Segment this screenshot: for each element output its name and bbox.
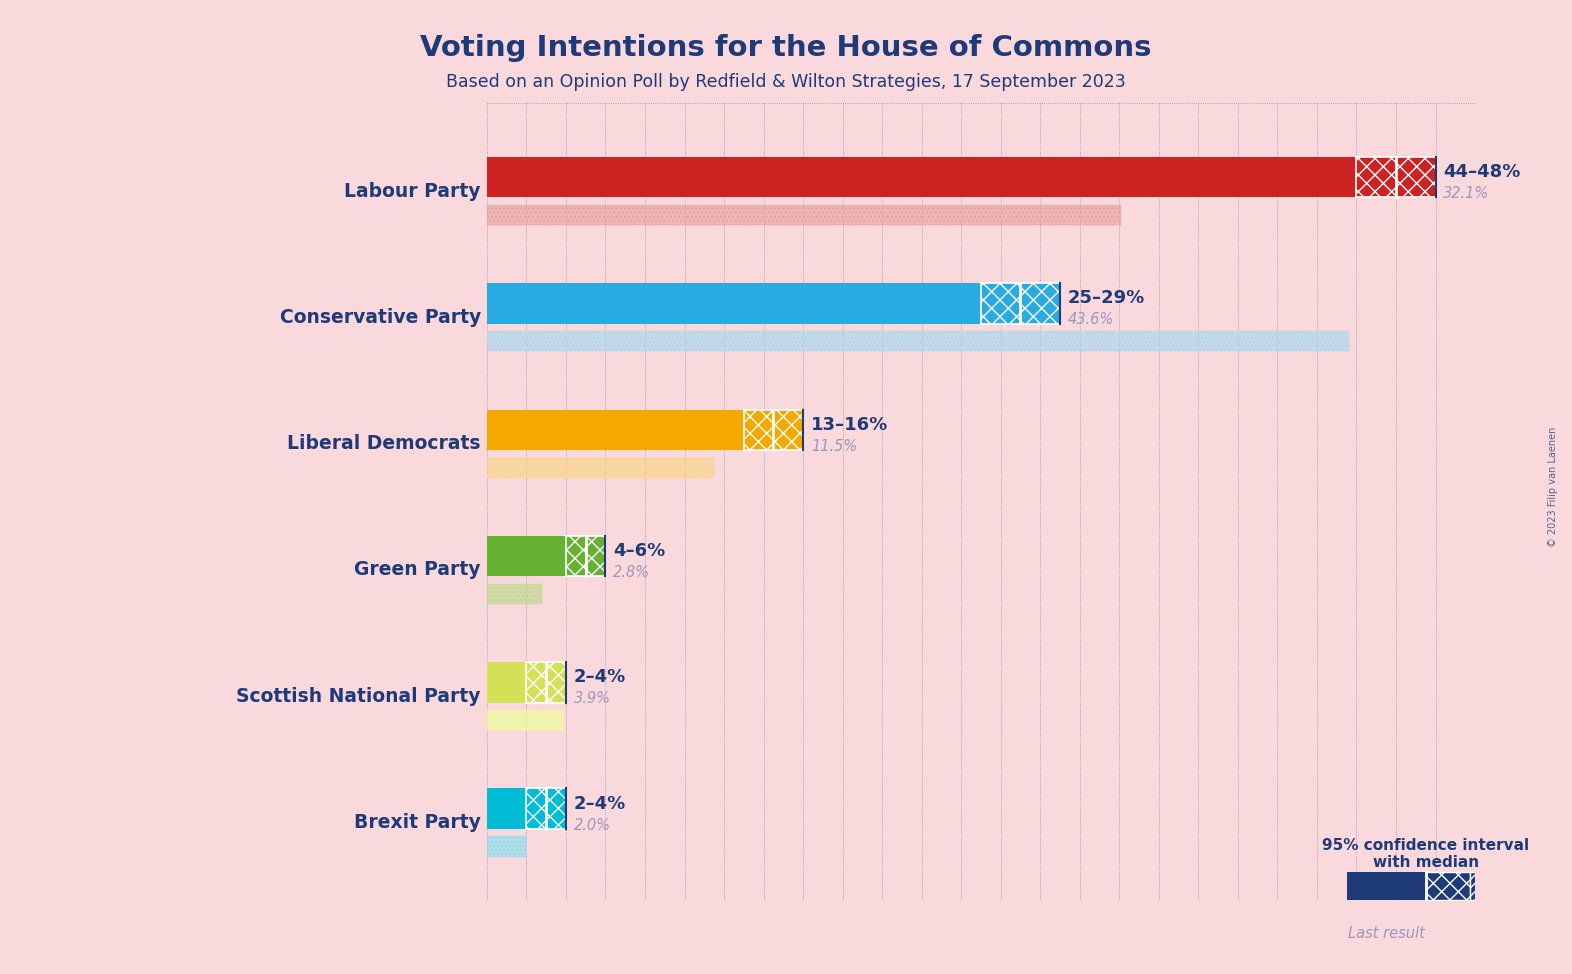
Text: Scottish National Party: Scottish National Party xyxy=(236,687,481,706)
Bar xyxy=(744,409,803,450)
Text: 25–29%: 25–29% xyxy=(1067,289,1144,308)
Bar xyxy=(1426,872,1470,900)
Text: 43.6%: 43.6% xyxy=(1067,313,1115,327)
Text: 44–48%: 44–48% xyxy=(1443,163,1520,181)
Bar xyxy=(566,536,605,577)
Text: 95% confidence interval
with median: 95% confidence interval with median xyxy=(1322,838,1530,870)
Text: 2.8%: 2.8% xyxy=(613,565,651,580)
Bar xyxy=(487,837,527,856)
Text: Brexit Party: Brexit Party xyxy=(354,813,481,832)
Bar xyxy=(487,662,527,702)
Bar xyxy=(1470,872,1504,900)
Text: Green Party: Green Party xyxy=(354,560,481,580)
Bar xyxy=(487,458,714,477)
Text: Voting Intentions for the House of Commons: Voting Intentions for the House of Commo… xyxy=(420,34,1152,62)
Text: 13–16%: 13–16% xyxy=(811,416,888,433)
Bar xyxy=(981,283,1060,323)
Text: 32.1%: 32.1% xyxy=(1443,186,1490,201)
Bar xyxy=(487,788,527,829)
Text: Conservative Party: Conservative Party xyxy=(280,308,481,327)
Bar xyxy=(487,331,1349,352)
Bar xyxy=(487,283,981,323)
Bar xyxy=(487,205,1121,225)
Bar xyxy=(487,837,527,856)
Text: 2–4%: 2–4% xyxy=(574,795,626,812)
Bar xyxy=(1347,872,1426,900)
Bar xyxy=(487,536,566,577)
Bar xyxy=(487,710,564,730)
Bar xyxy=(1347,903,1426,919)
Text: Last result: Last result xyxy=(1347,926,1424,941)
Text: 11.5%: 11.5% xyxy=(811,438,857,454)
Text: Liberal Democrats: Liberal Democrats xyxy=(288,434,481,453)
Bar xyxy=(1357,157,1435,198)
Bar xyxy=(487,583,542,604)
Bar xyxy=(487,205,1121,225)
Text: 4–6%: 4–6% xyxy=(613,542,665,560)
Bar xyxy=(487,458,714,477)
Bar xyxy=(487,157,1357,198)
Bar xyxy=(527,662,566,702)
Text: 2.0%: 2.0% xyxy=(574,817,612,833)
Text: Based on an Opinion Poll by Redfield & Wilton Strategies, 17 September 2023: Based on an Opinion Poll by Redfield & W… xyxy=(446,73,1126,91)
Bar xyxy=(527,788,566,829)
Text: Labour Party: Labour Party xyxy=(344,181,481,201)
Bar xyxy=(487,583,542,604)
Bar xyxy=(487,710,564,730)
Bar xyxy=(487,409,744,450)
Bar xyxy=(487,331,1349,352)
Text: 3.9%: 3.9% xyxy=(574,692,612,706)
Text: © 2023 Filip van Laenen: © 2023 Filip van Laenen xyxy=(1548,427,1558,547)
Text: 2–4%: 2–4% xyxy=(574,668,626,687)
